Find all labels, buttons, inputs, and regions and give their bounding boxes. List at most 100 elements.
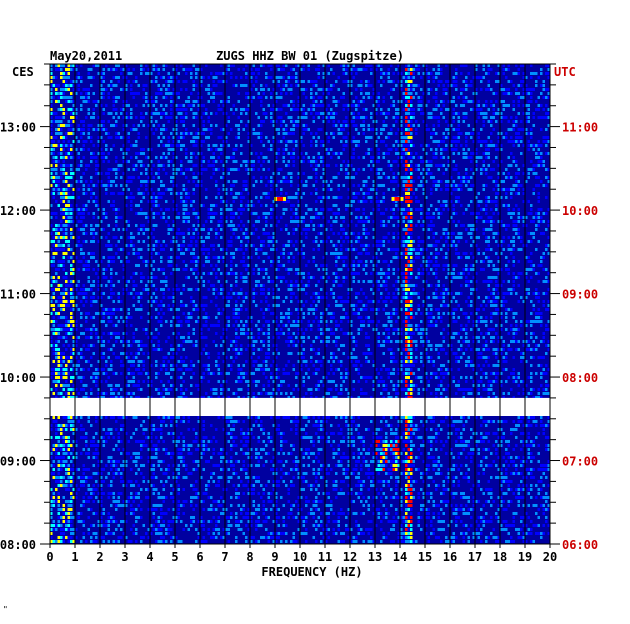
- heat-cell: [207, 232, 210, 235]
- heat-cell: [332, 292, 335, 295]
- heat-cell: [295, 192, 298, 195]
- heat-cell: [242, 236, 245, 239]
- heat-cell: [142, 152, 145, 155]
- heat-cell: [90, 224, 93, 227]
- heat-cell: [312, 216, 315, 219]
- heat-cell: [295, 72, 298, 75]
- heat-cell: [295, 196, 298, 199]
- heat-cell: [407, 264, 410, 267]
- heat-cell: [437, 116, 440, 119]
- heat-cell: [157, 188, 160, 191]
- heat-cell: [350, 272, 353, 275]
- heat-cell: [545, 140, 548, 143]
- heat-cell: [67, 284, 70, 287]
- heat-cell: [487, 148, 490, 151]
- heat-cell: [237, 68, 240, 71]
- heat-cell: [407, 140, 410, 143]
- heat-cell: [75, 288, 78, 291]
- heat-cell: [212, 164, 215, 167]
- heat-cell: [137, 296, 140, 299]
- heat-cell: [155, 172, 158, 175]
- heat-cell: [495, 296, 498, 299]
- heat-cell: [487, 84, 490, 87]
- heat-cell: [70, 220, 73, 223]
- heat-cell: [52, 296, 55, 299]
- heat-cell: [50, 140, 53, 143]
- heat-cell: [220, 100, 223, 103]
- heat-cell: [205, 112, 208, 115]
- heat-cell: [70, 168, 73, 171]
- heat-cell: [70, 64, 73, 67]
- heat-cell: [342, 228, 345, 231]
- heat-cell: [375, 160, 378, 163]
- heat-cell: [215, 264, 218, 267]
- heat-cell: [350, 240, 353, 243]
- heat-cell: [477, 236, 480, 239]
- heat-cell: [75, 216, 78, 219]
- heat-cell: [455, 224, 458, 227]
- heat-cell: [57, 264, 60, 267]
- heat-cell: [135, 104, 138, 107]
- heat-cell: [102, 216, 105, 219]
- heat-cell: [342, 124, 345, 127]
- heat-cell: [67, 132, 70, 135]
- heat-cell: [142, 88, 145, 91]
- heat-cell: [120, 148, 123, 151]
- heat-cell: [427, 272, 430, 275]
- heat-cell: [527, 268, 530, 271]
- heat-cell: [415, 208, 418, 211]
- heat-cell: [207, 88, 210, 91]
- heat-cell: [397, 220, 400, 223]
- heat-cell: [542, 96, 545, 99]
- heat-cell: [420, 216, 423, 219]
- heat-cell: [117, 136, 120, 139]
- heat-cell: [137, 204, 140, 207]
- heat-cell: [50, 152, 53, 155]
- heat-cell: [527, 260, 530, 263]
- heat-cell: [525, 244, 528, 247]
- heat-cell: [55, 300, 58, 303]
- heat-cell: [235, 248, 238, 251]
- heat-cell: [157, 212, 160, 215]
- heat-cell: [50, 132, 53, 135]
- heat-cell: [67, 140, 70, 143]
- heat-cell: [410, 156, 413, 159]
- heat-cell: [512, 84, 515, 87]
- heat-cell: [502, 204, 505, 207]
- heat-cell: [330, 132, 333, 135]
- heat-cell: [407, 112, 410, 115]
- heat-cell: [190, 296, 193, 299]
- heat-cell: [397, 116, 400, 119]
- heat-cell: [252, 160, 255, 163]
- heat-cell: [517, 144, 520, 147]
- heat-cell: [202, 168, 205, 171]
- heat-cell: [100, 136, 103, 139]
- heat-cell: [320, 240, 323, 243]
- heat-cell: [132, 144, 135, 147]
- heat-cell: [52, 144, 55, 147]
- heat-cell: [497, 244, 500, 247]
- heat-cell: [422, 224, 425, 227]
- heat-cell: [115, 64, 118, 67]
- heat-cell: [245, 248, 248, 251]
- heat-cell: [432, 108, 435, 111]
- heat-cell: [500, 88, 503, 91]
- heat-cell: [447, 124, 450, 127]
- heat-cell: [110, 124, 113, 127]
- heat-cell: [205, 136, 208, 139]
- heat-cell: [110, 284, 113, 287]
- heat-cell: [55, 132, 58, 135]
- heat-cell: [355, 240, 358, 243]
- heat-cell: [395, 256, 398, 259]
- heat-cell: [145, 136, 148, 139]
- heat-cell: [372, 236, 375, 239]
- heat-cell: [270, 204, 273, 207]
- heat-cell: [372, 184, 375, 187]
- heat-cell: [60, 92, 63, 95]
- heat-cell: [360, 216, 363, 219]
- heat-cell: [255, 132, 258, 135]
- heat-cell: [112, 208, 115, 211]
- heat-cell: [70, 212, 73, 215]
- heat-cell: [535, 228, 538, 231]
- heat-cell: [502, 64, 505, 67]
